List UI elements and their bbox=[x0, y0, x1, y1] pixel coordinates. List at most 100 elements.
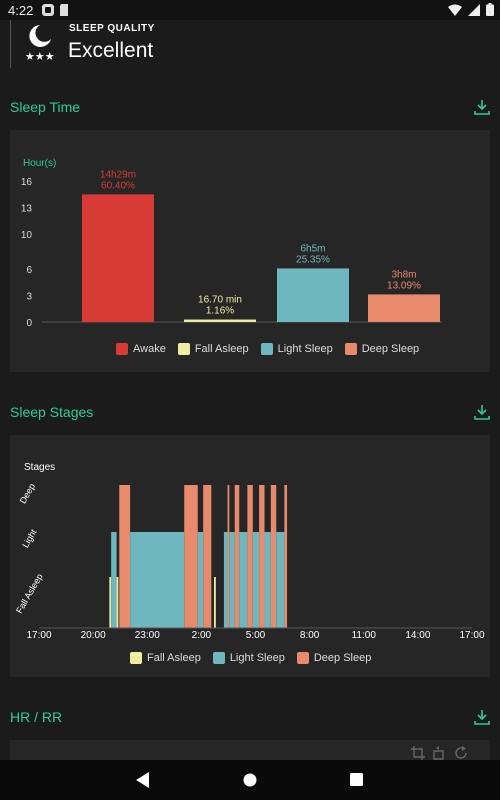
stage-segment-light bbox=[223, 532, 228, 628]
legend-item: Awake bbox=[116, 343, 166, 355]
legend-item: Fall Asleep bbox=[177, 343, 249, 355]
legend-swatch bbox=[177, 343, 190, 355]
y-category-label: Fall Asleep bbox=[14, 572, 45, 615]
status-bar: 4:22 bbox=[0, 0, 500, 20]
recents-icon[interactable] bbox=[350, 773, 363, 786]
bar-deep-sleep bbox=[368, 294, 440, 322]
signal-icon bbox=[468, 3, 480, 16]
y-category-label: Deep bbox=[18, 482, 37, 506]
sleep-stages-title: Sleep Stages bbox=[10, 404, 94, 420]
wifi-icon bbox=[448, 4, 462, 16]
sleep-stages-chart: Stages Fall Asleep Light Deep 17:00 20:00 23… bbox=[14, 462, 485, 641]
y-tick-label: 6 bbox=[26, 265, 32, 276]
download-icon[interactable] bbox=[474, 709, 490, 725]
refresh-icon[interactable] bbox=[454, 746, 468, 760]
stage-segment-deep bbox=[234, 485, 240, 628]
stage-segment-deep bbox=[284, 485, 288, 628]
legend-item: Light Sleep bbox=[212, 652, 285, 664]
sleep-time-card: Hour(s) 0 3 6 10 13 16 14h29m 60.40% 16.70 min 1… bbox=[10, 130, 490, 372]
rotate-icon[interactable] bbox=[432, 746, 446, 760]
download-icon[interactable] bbox=[474, 99, 490, 115]
legend-label: Light Sleep bbox=[277, 343, 333, 355]
y-tick-label: 0 bbox=[26, 318, 32, 329]
battery-icon bbox=[486, 3, 494, 16]
legend-swatch bbox=[130, 652, 142, 664]
download-icon[interactable] bbox=[474, 404, 490, 420]
back-icon[interactable] bbox=[136, 772, 150, 788]
stage-segment-deep bbox=[184, 485, 198, 628]
data-label: 1.16% bbox=[206, 306, 234, 317]
stage-segment-fall bbox=[214, 577, 216, 628]
sleep-time-legend: Awake Fall Asleep Light Sleep Deep Sleep bbox=[116, 343, 419, 355]
stage-segment-deep bbox=[119, 485, 131, 628]
stage-segment-deep bbox=[227, 485, 230, 628]
legend-label: Deep Sleep bbox=[313, 652, 372, 664]
status-icons bbox=[448, 3, 494, 16]
stage-segment-deep bbox=[203, 485, 212, 628]
y-tick-label: 13 bbox=[21, 203, 33, 214]
navigation-bar bbox=[0, 760, 500, 800]
legend-label: Light Sleep bbox=[229, 652, 285, 664]
divider bbox=[10, 20, 11, 68]
legend-swatch bbox=[116, 343, 128, 355]
sleep-stages-legend: Fall Asleep Light Sleep Deep Sleep bbox=[130, 652, 371, 664]
y-tick-label: 3 bbox=[26, 292, 32, 303]
stage-segment-deep bbox=[247, 485, 253, 628]
crop-icon[interactable] bbox=[411, 746, 425, 760]
legend-label: Awake bbox=[133, 343, 166, 355]
sleep-quality-label: SLEEP QUALITY bbox=[69, 23, 155, 34]
bar-awake bbox=[82, 194, 154, 322]
sleep-quality-header: ★★★ SLEEP QUALITY Excellent bbox=[0, 20, 500, 72]
stage-segment-light bbox=[111, 532, 117, 628]
hr-rr-card bbox=[10, 740, 490, 760]
x-tick-label: 23:00 bbox=[135, 630, 160, 641]
stage-segment-light bbox=[229, 532, 235, 628]
legend-swatch bbox=[212, 652, 225, 664]
data-label: 14h29m bbox=[100, 169, 136, 180]
legend-item: Deep Sleep bbox=[344, 343, 419, 355]
stage-segment-light bbox=[252, 532, 260, 628]
status-time: 4:22 bbox=[8, 3, 34, 18]
data-label: 60.40% bbox=[101, 180, 135, 191]
y-category-label: Light bbox=[20, 527, 39, 549]
x-tick-label: 11:00 bbox=[352, 630, 377, 641]
sleep-stages-card: Stages Fall Asleep Light Deep 17:00 20:00 23… bbox=[10, 435, 490, 677]
x-tick-label: 20:00 bbox=[81, 630, 106, 641]
bar-light-sleep bbox=[277, 268, 349, 322]
stage-segment-fall bbox=[116, 577, 119, 628]
sleep-time-title: Sleep Time bbox=[10, 99, 81, 115]
legend-swatch bbox=[344, 343, 357, 355]
sd-card-icon bbox=[60, 4, 68, 16]
x-tick-label: 5:00 bbox=[246, 630, 266, 641]
stage-segment-light bbox=[264, 532, 271, 628]
legend-swatch bbox=[260, 343, 273, 355]
data-label: 3h8m bbox=[391, 269, 416, 280]
x-tick-label: 2:00 bbox=[192, 630, 212, 641]
y-tick-label: 10 bbox=[21, 230, 33, 241]
stage-segment-light bbox=[239, 532, 248, 628]
legend-item: Fall Asleep bbox=[130, 652, 201, 664]
moon-icon bbox=[29, 25, 51, 47]
stage-segment-light bbox=[130, 532, 185, 628]
stage-segment-light bbox=[197, 532, 204, 628]
legend-swatch bbox=[296, 652, 309, 664]
stage-segment-deep bbox=[259, 485, 265, 628]
stage-segment-fall bbox=[109, 577, 112, 628]
x-tick-label: 17:00 bbox=[459, 630, 484, 641]
data-label: 13.09% bbox=[387, 280, 421, 291]
data-label: 25.35% bbox=[296, 254, 330, 265]
app-notification-icon bbox=[42, 4, 54, 16]
hr-rr-title: HR / RR bbox=[10, 709, 63, 725]
x-tick-label: 8:00 bbox=[300, 630, 320, 641]
x-tick-label: 17:00 bbox=[26, 630, 51, 641]
stars-icon: ★★★ bbox=[25, 51, 55, 63]
legend-item: Light Sleep bbox=[260, 343, 333, 355]
legend-label: Fall Asleep bbox=[194, 343, 249, 355]
sleep-quality-value: Excellent bbox=[68, 39, 154, 62]
stage-segment-deep bbox=[270, 485, 277, 628]
y-axis-label: Hour(s) bbox=[23, 158, 56, 169]
home-icon[interactable] bbox=[243, 773, 257, 787]
y-tick-label: 16 bbox=[21, 177, 33, 188]
legend-item: Deep Sleep bbox=[296, 652, 372, 664]
